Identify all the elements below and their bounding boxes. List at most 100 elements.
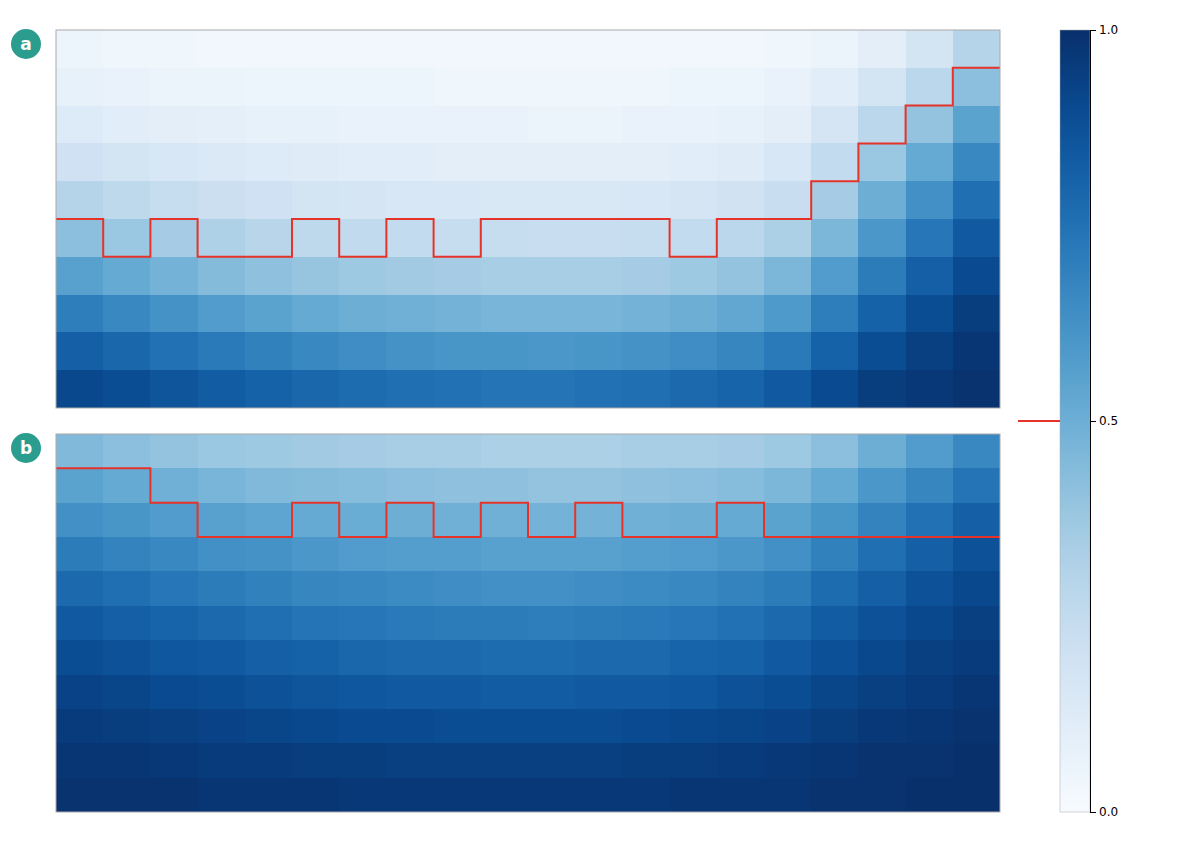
heatmap-cell <box>56 143 104 181</box>
heatmap-cell <box>386 675 434 710</box>
heatmap-cell <box>575 257 623 295</box>
tick-label: 1.0 <box>1099 23 1118 37</box>
heatmap-cell <box>103 468 151 503</box>
heatmap-cell <box>622 332 670 370</box>
heatmap-cell <box>764 606 812 641</box>
tick-mark <box>1090 30 1096 31</box>
heatmap-cell <box>670 709 718 744</box>
heatmap-cell <box>906 181 954 219</box>
heatmap-cell <box>670 606 718 641</box>
heatmap-cell <box>575 434 623 469</box>
heatmap-cell <box>245 503 293 538</box>
heatmap-cell <box>386 30 434 68</box>
heatmap-cell <box>292 295 340 333</box>
heatmap-cell <box>528 332 576 370</box>
heatmap-cell <box>339 257 387 295</box>
heatmap-cell <box>434 332 482 370</box>
heatmap-cell <box>575 743 623 778</box>
tick-label: 0.5 <box>1099 414 1118 428</box>
heatmap-cell <box>386 257 434 295</box>
heatmap-cell <box>670 537 718 572</box>
heatmap-cell <box>858 606 906 641</box>
heatmap-cell <box>150 640 198 675</box>
panel-label-badge <box>11 433 41 463</box>
heatmap-cell <box>575 640 623 675</box>
heatmap-cell <box>858 503 906 538</box>
heatmap-cell <box>811 332 859 370</box>
heatmap-cell <box>292 30 340 68</box>
heatmap-cell <box>386 370 434 408</box>
heatmap-cell <box>953 503 1000 538</box>
heatmap-cell <box>764 219 812 257</box>
heatmap-cell <box>528 68 576 106</box>
heatmap-cell <box>906 143 954 181</box>
heatmap-cell <box>622 503 670 538</box>
heatmap-cell <box>528 778 576 812</box>
heatmap-cell <box>245 743 293 778</box>
heatmap-cell <box>150 257 198 295</box>
panel-label: b <box>11 433 41 463</box>
heatmap-cell <box>292 143 340 181</box>
heatmap-cell <box>858 370 906 408</box>
heatmap-cell <box>292 106 340 144</box>
heatmap-cell <box>339 370 387 408</box>
heatmap-cell <box>434 640 482 675</box>
heatmap-cell <box>670 503 718 538</box>
heatmap-cell <box>717 295 765 333</box>
heatmap-cell <box>953 106 1000 144</box>
heatmap-cell <box>622 537 670 572</box>
heatmap-cell <box>764 503 812 538</box>
heatmap-cell <box>953 606 1000 641</box>
heatmap-cell <box>764 181 812 219</box>
heatmap-cell <box>953 295 1000 333</box>
heatmap-cell <box>339 30 387 68</box>
heatmap-cell <box>292 537 340 572</box>
heatmap-cell <box>245 571 293 606</box>
heatmap-cell <box>953 181 1000 219</box>
colorbar-gradient <box>1060 30 1090 812</box>
heatmap-cell <box>150 571 198 606</box>
heatmap-cell <box>386 537 434 572</box>
heatmap-cell <box>292 743 340 778</box>
heatmap-cell <box>481 181 529 219</box>
heatmap-cell <box>103 537 151 572</box>
heatmap-cell <box>434 219 482 257</box>
heatmap-cell <box>622 68 670 106</box>
heatmap-cell <box>386 295 434 333</box>
heatmap-cell <box>434 434 482 469</box>
heatmap-cell <box>528 434 576 469</box>
heatmap-cell <box>528 106 576 144</box>
heatmap-cell <box>56 675 104 710</box>
panel-label-text: b <box>20 438 32 458</box>
heatmap-cell <box>56 606 104 641</box>
heatmap-cell <box>56 219 104 257</box>
panel <box>56 30 1001 409</box>
heatmap-cell <box>339 675 387 710</box>
heatmap-cell <box>811 537 859 572</box>
heatmap-cell <box>764 257 812 295</box>
heatmap-cell <box>434 606 482 641</box>
heatmap-cell <box>575 675 623 710</box>
heatmap-cell <box>717 743 765 778</box>
heatmap-cell <box>150 675 198 710</box>
heatmap-cell <box>528 468 576 503</box>
heatmap-cell <box>150 143 198 181</box>
heatmap-cell <box>292 640 340 675</box>
tick-label: 0.0 <box>1099 805 1118 819</box>
heatmap-cell <box>528 370 576 408</box>
heatmap-cell <box>622 468 670 503</box>
heatmap-cell <box>198 709 246 744</box>
heatmap-cell <box>953 370 1000 408</box>
heatmap-cell <box>764 332 812 370</box>
heatmap-cell <box>103 219 151 257</box>
heatmap-cell <box>150 181 198 219</box>
heatmap-cell <box>858 675 906 710</box>
heatmap-cell <box>622 434 670 469</box>
heatmap-cell <box>198 743 246 778</box>
heatmap-cell <box>245 219 293 257</box>
heatmap-cell <box>764 295 812 333</box>
heatmap-cell <box>198 434 246 469</box>
heatmap-cell <box>575 370 623 408</box>
heatmap-cell <box>670 332 718 370</box>
heatmap-cell <box>670 30 718 68</box>
